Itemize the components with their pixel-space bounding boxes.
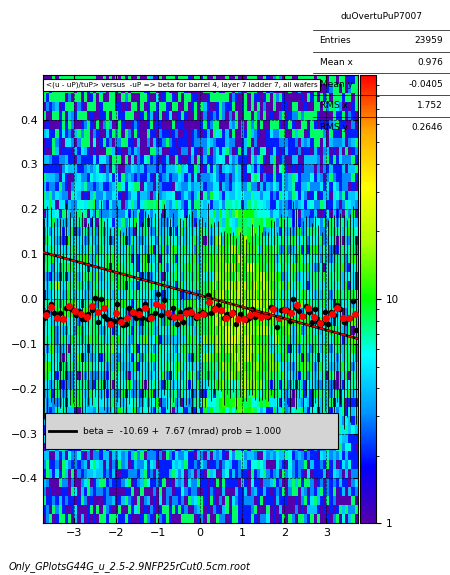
Text: 0.976: 0.976: [417, 58, 443, 67]
Text: 0.2646: 0.2646: [412, 123, 443, 132]
Text: Mean y: Mean y: [320, 79, 352, 89]
Text: Mean x: Mean x: [320, 58, 352, 67]
Text: 23959: 23959: [414, 36, 443, 45]
Text: Entries: Entries: [320, 36, 351, 45]
Text: duOvertuPuP7007: duOvertuPuP7007: [340, 12, 423, 21]
Text: RMS y: RMS y: [320, 123, 347, 132]
Text: 1.752: 1.752: [418, 101, 443, 110]
Bar: [45, 413, 338, 449]
Text: beta =  -10.69 +  7.67 (mrad) prob = 1.000: beta = -10.69 + 7.67 (mrad) prob = 1.000: [83, 427, 281, 436]
Text: <(u - uP)/tuP> versus  -uP => beta for barrel 4, layer 7 ladder 7, all wafers: <(u - uP)/tuP> versus -uP => beta for ba…: [46, 82, 318, 88]
Text: -0.0405: -0.0405: [409, 79, 443, 89]
Text: RMS x: RMS x: [320, 101, 347, 110]
Text: Only_GPlotsG44G_u_2.5-2.9NFP25rCut0.5cm.root: Only_GPlotsG44G_u_2.5-2.9NFP25rCut0.5cm.…: [9, 561, 251, 572]
